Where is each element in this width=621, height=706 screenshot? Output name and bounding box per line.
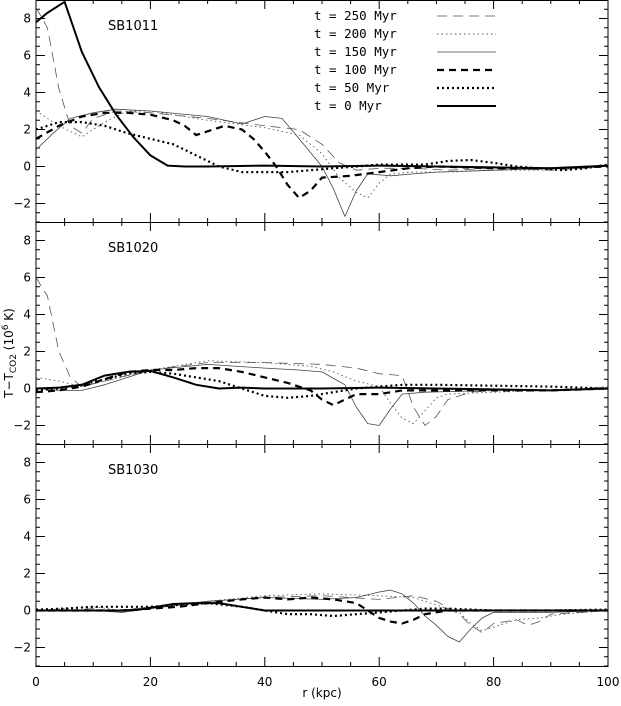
x-tick-label: 0 — [32, 675, 40, 689]
legend-entry-label: t = 250 Myr — [314, 8, 397, 23]
panel-sb1020: −2 0 2 4 6 8 SB1020 — [13, 221, 609, 445]
y-tick-label: 4 — [23, 86, 31, 100]
series-line-t100 — [36, 111, 608, 199]
y-tick-label: 4 — [23, 530, 31, 544]
series-line-t150 — [36, 589, 608, 643]
series-line-t0 — [36, 369, 608, 392]
y-tick-label: 8 — [23, 456, 31, 470]
series-line-t250 — [36, 277, 608, 426]
y-tick-label: 4 — [23, 308, 31, 322]
series-line-t50 — [36, 370, 608, 399]
x-axis-label: r (kpc) — [302, 686, 341, 700]
y-tick-label: 6 — [23, 493, 31, 507]
y-axis-label-exp: 6 — [1, 324, 11, 330]
legend: t = 250 Myr t = 200 Myr t = 150 Myr t = 100… — [314, 8, 496, 113]
series-line-t200 — [36, 110, 608, 199]
legend-entry-label: t = 200 Myr — [314, 26, 397, 41]
y-axis-label-unit-end: K) — [2, 308, 16, 324]
x-tick-label: 100 — [597, 675, 620, 689]
y-tick-label: 8 — [23, 234, 31, 248]
series-line-t0 — [36, 602, 608, 612]
y-tick-label: 6 — [23, 271, 31, 285]
panel-sb1030: −2 0 2 4 6 8 SB1030 — [13, 443, 609, 667]
series-line-t50 — [36, 121, 608, 174]
y-tick-label: 8 — [23, 12, 31, 26]
panels-group: −2 0 2 4 6 8 SB1011 −2 0 2 4 6 8 SB1020 −2 0 2 4 6 8 SB1030 0… — [13, 0, 619, 689]
series-line-t200 — [36, 360, 608, 425]
panel-label: SB1020 — [108, 241, 158, 256]
y-axis-label-sub: CO2 — [9, 354, 19, 373]
y-axis-label-main: T−T — [2, 372, 16, 398]
legend-entry-label: t = 100 Myr — [314, 62, 397, 77]
y-tick-label: −2 — [13, 419, 31, 433]
series-line-t150 — [36, 364, 608, 426]
series-line-t250 — [36, 595, 608, 634]
x-tick-label: 60 — [372, 675, 387, 689]
series-line-t150 — [36, 108, 608, 217]
legend-entry-label: t = 0 Myr — [314, 98, 382, 113]
y-tick-label: 2 — [23, 123, 31, 137]
legend-entry-label: t = 50 Myr — [314, 80, 390, 95]
series-line-t0 — [36, 0, 608, 170]
y-tick-label: 0 — [23, 160, 31, 174]
y-tick-label: 0 — [23, 604, 31, 618]
y-tick-label: −2 — [13, 641, 31, 655]
y-tick-label: −2 — [13, 197, 31, 211]
y-axis-label-unit: (10 — [2, 330, 16, 354]
y-tick-label: 2 — [23, 345, 31, 359]
series-line-t50 — [36, 602, 608, 618]
x-tick-label: 20 — [143, 675, 158, 689]
legend-entry-label: t = 150 Myr — [314, 44, 397, 59]
y-tick-label: 6 — [23, 49, 31, 63]
y-tick-label: 2 — [23, 567, 31, 581]
x-tick-label: 40 — [257, 675, 272, 689]
panel-label: SB1030 — [108, 463, 158, 478]
y-axis-label: T−TCO2 (106 K) — [1, 308, 19, 399]
series-line-t100 — [36, 367, 608, 407]
series-line-t250 — [36, 7, 608, 171]
panel-label: SB1011 — [108, 19, 158, 34]
x-tick-label: 80 — [486, 675, 501, 689]
panel-sb1011: −2 0 2 4 6 8 SB1011 — [13, 0, 609, 223]
y-tick-label: 0 — [23, 382, 31, 396]
